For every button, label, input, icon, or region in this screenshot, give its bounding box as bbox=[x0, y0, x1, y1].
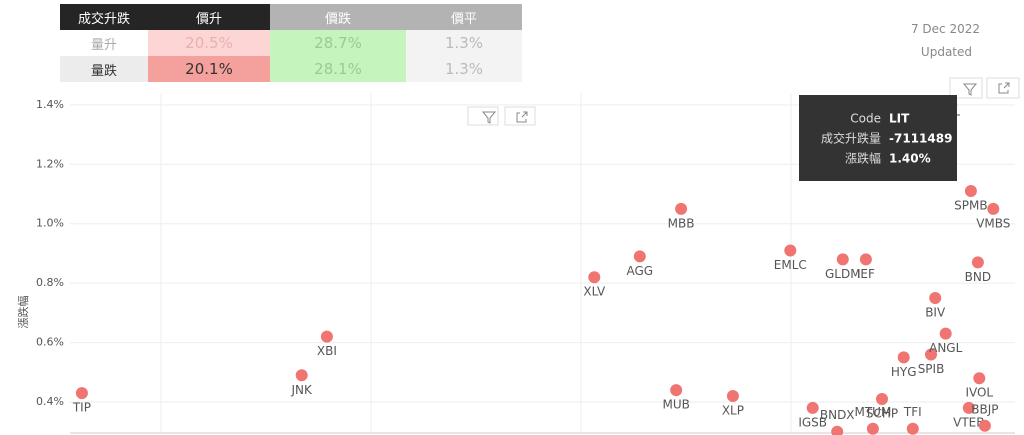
date: 7 Dec 2022 bbox=[910, 22, 980, 36]
tooltip-value: 1.40% bbox=[889, 152, 931, 166]
y-axis-title: 漲跌幅 bbox=[16, 296, 30, 329]
data-label: BIV bbox=[925, 306, 946, 320]
updated-label: Updated bbox=[920, 45, 972, 59]
y-tick-label: 0.6% bbox=[36, 336, 64, 349]
filter-button[interactable] bbox=[949, 77, 983, 99]
data-label: SPMB bbox=[954, 199, 987, 213]
matrix-cell[interactable]: 價平 bbox=[406, 4, 522, 30]
data-point bbox=[962, 401, 975, 414]
y-tick-label: 1.4% bbox=[36, 98, 64, 111]
y-tick-label: 0.4% bbox=[36, 395, 64, 408]
data-label: BND bbox=[965, 270, 991, 284]
row-header[interactable]: 成交升跌 bbox=[60, 4, 148, 30]
data-point bbox=[876, 393, 888, 406]
focus-icon bbox=[998, 82, 1010, 94]
data-point bbox=[859, 253, 872, 266]
data-label: IEF bbox=[857, 267, 875, 281]
data-point bbox=[726, 390, 739, 403]
data-label: BNDX bbox=[820, 408, 855, 422]
data-label: VMBS bbox=[976, 216, 1010, 230]
data-point bbox=[987, 202, 1000, 215]
data-label: JNK bbox=[291, 383, 314, 397]
data-label: TIP bbox=[72, 401, 91, 415]
data-point bbox=[831, 425, 844, 435]
focus-button[interactable] bbox=[986, 77, 1020, 99]
data-point bbox=[971, 256, 984, 269]
tooltip-label: Code bbox=[850, 112, 881, 126]
visual-header[interactable] bbox=[467, 77, 1020, 126]
data-label: GLDM bbox=[825, 267, 861, 281]
data-point bbox=[964, 185, 977, 198]
row-header: 量跌 bbox=[60, 56, 148, 82]
data-point bbox=[836, 253, 849, 266]
data-point bbox=[897, 351, 910, 364]
matrix-cell: 28.1% bbox=[270, 56, 406, 82]
tooltip-value: LIT bbox=[889, 112, 910, 126]
y-tick-label: 0.8% bbox=[36, 276, 64, 289]
data-label: MTUM bbox=[854, 405, 891, 419]
matrix-row: 量跌 20.1% 28.1% 1.3% bbox=[60, 56, 522, 82]
data-point bbox=[675, 202, 688, 215]
focus-icon bbox=[516, 111, 528, 123]
data-label: TFI bbox=[903, 405, 922, 419]
row-header: 量升 bbox=[60, 30, 148, 56]
matrix-cell: 20.5% bbox=[148, 30, 270, 56]
filter-button[interactable] bbox=[467, 106, 499, 126]
data-point bbox=[906, 422, 919, 435]
tooltip-label: 漲跌幅 bbox=[845, 151, 881, 166]
matrix-cell: 28.7% bbox=[270, 30, 406, 56]
data-label: SPIB bbox=[918, 362, 945, 376]
data-label: ANGL bbox=[929, 341, 962, 355]
data-label: MBB bbox=[668, 216, 695, 230]
data-point bbox=[866, 422, 879, 435]
matrix-cell: 1.3% bbox=[406, 30, 522, 56]
matrix-row: 量升 20.5% 28.7% 1.3% bbox=[60, 30, 522, 56]
data-label: HYG bbox=[891, 365, 917, 379]
data-point bbox=[925, 348, 937, 361]
tooltip-value: -7111489 bbox=[889, 132, 952, 146]
data-label: AGG bbox=[626, 264, 653, 278]
data-label: VTEB bbox=[953, 415, 984, 429]
data-label: XBI bbox=[317, 344, 337, 358]
data-label: MUB bbox=[663, 398, 690, 412]
focus-button[interactable] bbox=[504, 106, 536, 126]
data-label: IVOL bbox=[965, 386, 993, 400]
data-point bbox=[929, 292, 942, 305]
y-tick-label: 1.0% bbox=[36, 217, 64, 230]
data-label: IGSB bbox=[798, 415, 827, 429]
data-point bbox=[295, 369, 308, 382]
matrix-cell[interactable]: 價升 bbox=[148, 4, 270, 30]
tooltip-box bbox=[799, 95, 957, 181]
tooltip-label: 成交升跌量 bbox=[821, 131, 881, 146]
data-point bbox=[588, 271, 601, 284]
matrix-cell[interactable]: 價跌 bbox=[270, 4, 406, 30]
data-label: XLV bbox=[583, 285, 606, 299]
filter-icon bbox=[481, 111, 497, 124]
data-point bbox=[75, 387, 88, 400]
data-point bbox=[633, 250, 646, 263]
data-point bbox=[784, 244, 797, 257]
matrix-row: 成交升跌 價升 價跌 價平 bbox=[60, 4, 522, 30]
tooltip: Code LIT 成交升跌量 -7111489 漲跌幅 1.40% bbox=[799, 95, 957, 181]
data-point bbox=[973, 372, 986, 385]
matrix-cell: 1.3% bbox=[406, 56, 522, 82]
data-label: EMLC bbox=[774, 258, 807, 272]
y-tick-label: 1.2% bbox=[36, 157, 64, 170]
data-point bbox=[670, 384, 683, 397]
matrix-cell: 20.1% bbox=[148, 56, 270, 82]
data-point bbox=[806, 401, 819, 414]
data-label: XLP bbox=[722, 404, 744, 418]
data-point bbox=[939, 327, 952, 340]
matrix: 成交升跌 價升 價跌 價平 量升 20.5% 28.7% 1.3% 量跌 20.1% 28.1% 1.… bbox=[60, 4, 522, 82]
data-label: SCHP bbox=[866, 407, 898, 421]
data-point bbox=[978, 419, 991, 432]
filter-icon bbox=[962, 83, 978, 96]
data-label: BBJP bbox=[971, 402, 998, 416]
data-point bbox=[320, 330, 333, 343]
